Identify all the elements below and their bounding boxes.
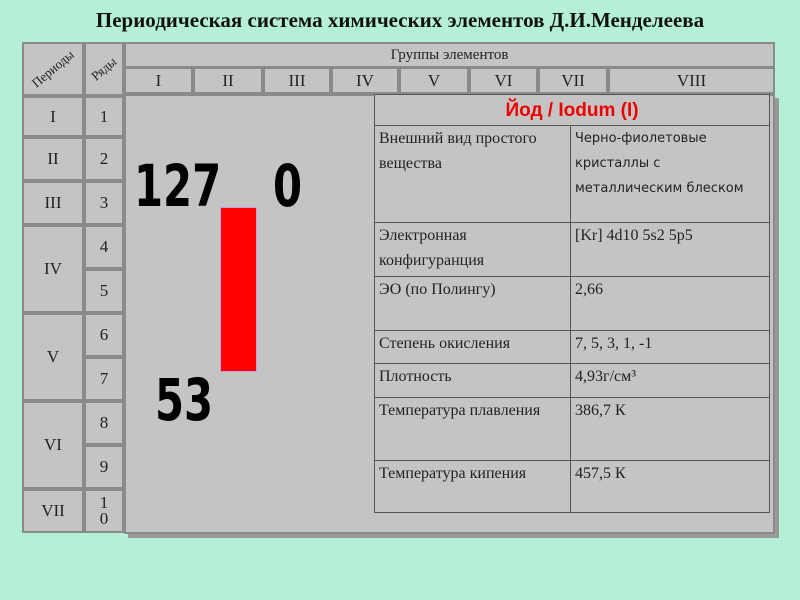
period-5: V — [22, 313, 84, 401]
property-label: Температура плавления — [374, 397, 571, 461]
group-1: I — [124, 67, 193, 94]
period-4: IV — [22, 225, 84, 313]
period-1: I — [22, 96, 84, 137]
card-row: Электронная конфигуранция [Kr] 4d10 5s2 5… — [374, 222, 770, 277]
group-4: IV — [331, 67, 399, 94]
row-10: 10 — [84, 489, 124, 533]
card-row: Степень окисления 7, 5, 3, 1, -1 — [374, 330, 770, 364]
property-label: Внешний вид простого вещества — [374, 125, 571, 223]
row-9: 9 — [84, 445, 124, 489]
valence-top: 0 — [273, 152, 303, 220]
rows-label: Ряды — [88, 53, 120, 84]
property-label: Степень окисления — [374, 330, 571, 364]
property-label: Электронная конфигуранция — [374, 222, 571, 277]
row-2: 2 — [84, 137, 124, 181]
property-value: 386,7 К — [570, 397, 770, 461]
period-7: VII — [22, 489, 84, 533]
card-row: Температура кипения 457,5 К — [374, 460, 770, 513]
period-6: VI — [22, 401, 84, 489]
card-heading: Йод / Iodum (I) — [374, 94, 770, 126]
group-2: II — [193, 67, 263, 94]
property-label: Плотность — [374, 363, 571, 398]
periods-header: Периоды — [22, 42, 84, 96]
card-row: Внешний вид простого вещества Черно-фиоле… — [374, 125, 770, 223]
property-value: 4,93г/см³ — [570, 363, 770, 398]
rows-header: Ряды — [84, 42, 124, 96]
period-2: II — [22, 137, 84, 181]
period-3: III — [22, 181, 84, 225]
groups-header: Группы элементов — [124, 42, 775, 68]
row-5: 5 — [84, 269, 124, 313]
row-3: 3 — [84, 181, 124, 225]
group-3: III — [263, 67, 331, 94]
element-card: Йод / Iodum (I) Внешний вид простого вещ… — [374, 94, 770, 513]
row-4: 4 — [84, 225, 124, 269]
property-value: 7, 5, 3, 1, -1 — [570, 330, 770, 364]
periods-label: Периоды — [28, 46, 77, 91]
property-value: Черно-фиолетовые кристаллы с металлическ… — [570, 125, 770, 223]
group-7: VII — [538, 67, 608, 94]
row-8: 8 — [84, 401, 124, 445]
row-7: 7 — [84, 357, 124, 401]
row-6: 6 — [84, 313, 124, 357]
group-6: VI — [469, 67, 538, 94]
atomic-mass: 127 — [134, 152, 222, 220]
property-label: Температура кипения — [374, 460, 571, 513]
property-value: 2,66 — [570, 276, 770, 331]
group-8: VIII — [608, 67, 775, 94]
card-row: Плотность 4,93г/см³ — [374, 363, 770, 398]
property-label: ЭО (по Полингу) — [374, 276, 571, 331]
element-bar — [220, 207, 257, 372]
row-1: 1 — [84, 96, 124, 137]
card-row: ЭО (по Полингу) 2,66 — [374, 276, 770, 331]
page-title: Периодическая система химических элемент… — [95, 8, 705, 32]
card-row: Температура плавления 386,7 К — [374, 397, 770, 461]
group-5: V — [399, 67, 469, 94]
property-value: [Kr] 4d10 5s2 5p5 — [570, 222, 770, 277]
atomic-number: 53 — [155, 366, 214, 434]
property-value: 457,5 К — [570, 460, 770, 513]
